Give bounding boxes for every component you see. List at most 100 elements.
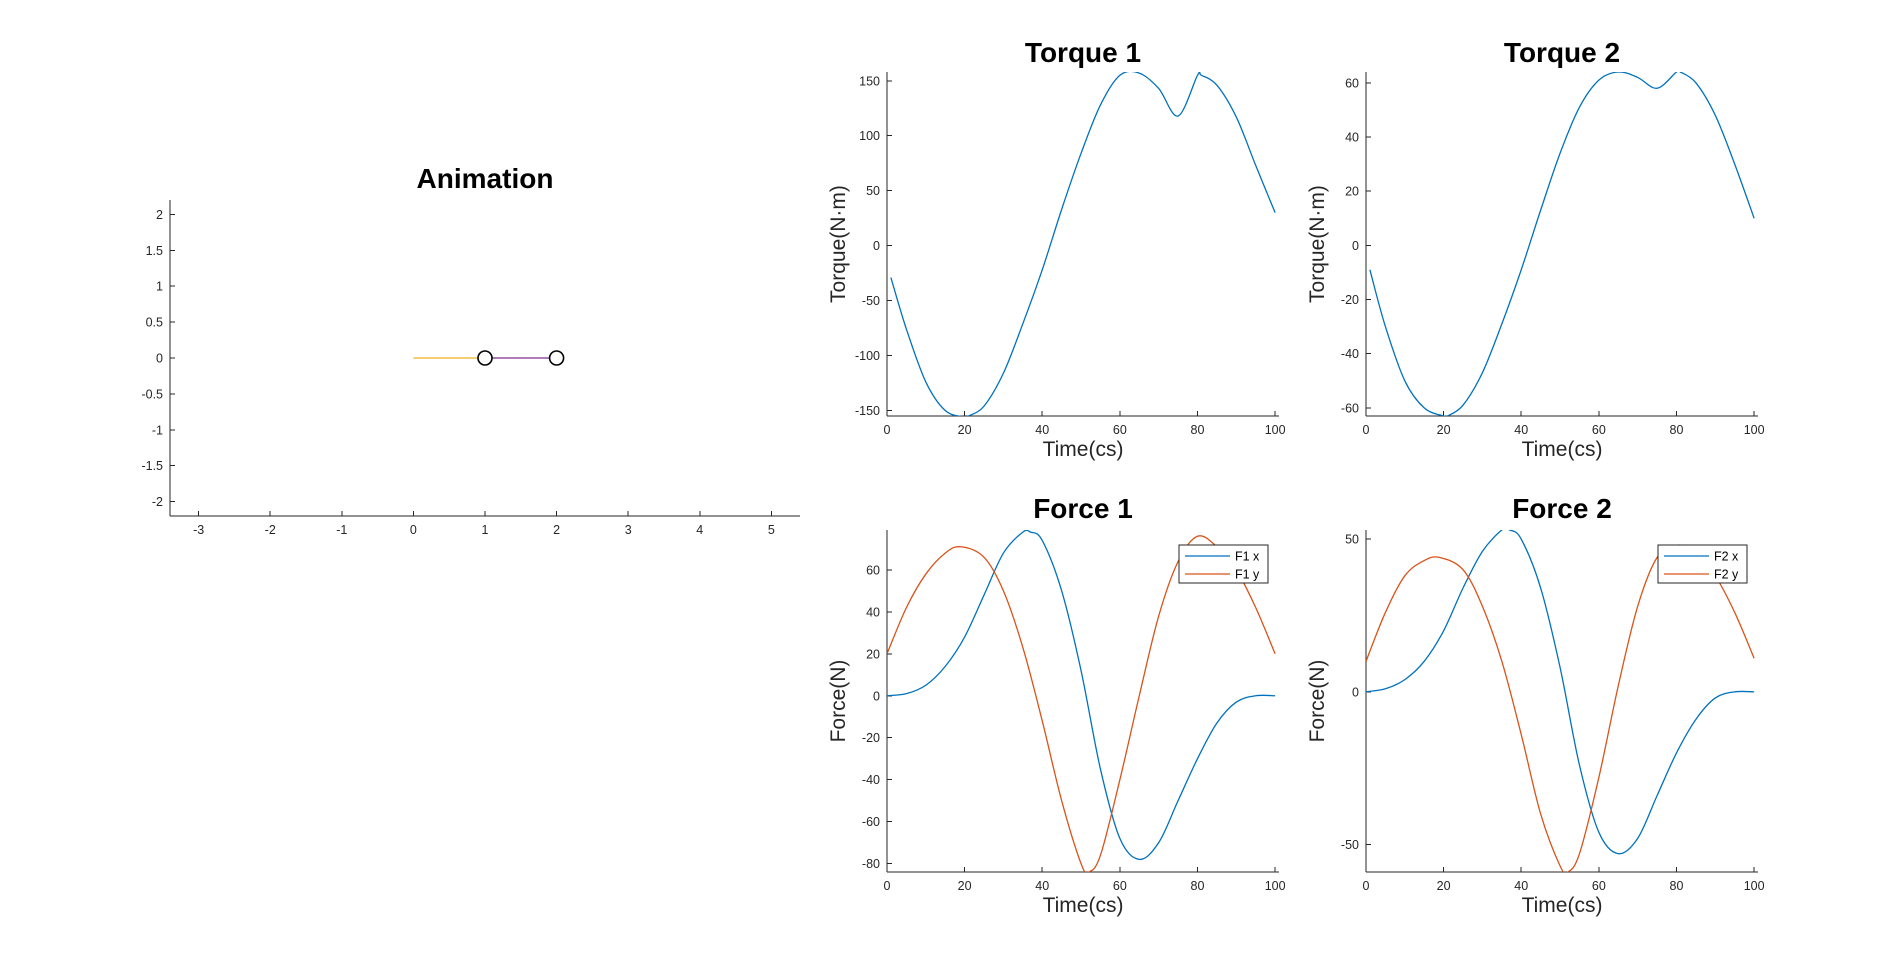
x-tick-label: 0 — [1363, 423, 1370, 437]
animation-axes: -3 -2 -1 0 1 2 3 4 5 -2 -1.5 -1 -0.5 0 0.5 1 1.5 2 Animati… — [141, 163, 800, 537]
y-axis-label: Force(N) — [827, 660, 850, 743]
y-tick-label: -1.5 — [141, 459, 163, 473]
series-line-f1-y — [887, 535, 1276, 872]
x-tick-label: 4 — [696, 523, 703, 537]
y-tick-label: -80 — [862, 857, 880, 871]
x-tick-label: 40 — [1514, 423, 1528, 437]
plot-area — [1369, 72, 1755, 416]
y-tick-label: 1.5 — [146, 244, 163, 258]
x-tick-label: 5 — [768, 523, 775, 537]
y-tick-label: -40 — [862, 773, 880, 787]
legend-box — [1178, 544, 1269, 584]
x-tick-label: 1 — [482, 523, 489, 537]
x-tick-label: 0 — [884, 423, 891, 437]
x-tick-label: 60 — [1113, 879, 1127, 893]
y-tick-label: 0 — [873, 689, 880, 703]
x-tick-label: 20 — [1437, 879, 1451, 893]
y-tick-label: 0 — [1352, 685, 1359, 699]
x-tick-label: -2 — [265, 523, 276, 537]
y-tick-label: 20 — [1345, 185, 1359, 199]
legend-label: F1 y — [1235, 568, 1260, 582]
x-tick-label: -1 — [336, 523, 347, 537]
y-tick-label: 0.5 — [146, 316, 163, 330]
chart-layer: -3 -2 -1 0 1 2 3 4 5 -2 -1.5 -1 -0.5 0 0.5 1 1.5 2 Animati… — [141, 37, 1764, 917]
legend-label: F2 y — [1714, 568, 1739, 582]
x-tick-label: 40 — [1035, 879, 1049, 893]
y-tick-label: -60 — [862, 815, 880, 829]
x-tick-label: 100 — [1744, 423, 1765, 437]
y-tick-label: 40 — [1345, 131, 1359, 145]
y-axis-label: Torque(N·m) — [827, 185, 850, 303]
y-tick-label: 0 — [1352, 239, 1359, 253]
plot-area — [890, 72, 1276, 416]
x-tick-label: 80 — [1670, 879, 1684, 893]
y-tick-label: 0 — [156, 352, 163, 366]
x-tick-label: 80 — [1670, 423, 1684, 437]
y-tick-label: 50 — [866, 184, 880, 198]
x-tick-label: 80 — [1191, 423, 1205, 437]
y-tick-label: -20 — [1341, 293, 1359, 307]
y-tick-label: -0.5 — [141, 387, 163, 401]
chart-title: Animation — [417, 163, 554, 194]
force1-axes: 0 20 40 60 80 100 -80 -60 -40 -20 0 20 40 60 Force 1 Ti… — [827, 493, 1286, 917]
chart-title: Torque 1 — [1025, 37, 1141, 68]
series-line-f2-x — [1366, 530, 1755, 855]
y-tick-label: -50 — [1341, 838, 1359, 852]
series-line-line-0 — [890, 72, 1276, 416]
y-axis-label: Force(N) — [1306, 660, 1329, 743]
x-axis-label: Time(cs) — [1522, 438, 1603, 461]
legend-box — [1657, 544, 1748, 584]
x-tick-label: 60 — [1592, 423, 1606, 437]
x-axis-label: Time(cs) — [1522, 894, 1603, 917]
chart-title: Force 2 — [1512, 493, 1612, 524]
plot-area — [887, 530, 1276, 872]
x-axis-label: Time(cs) — [1043, 894, 1124, 917]
x-tick-label: 3 — [625, 523, 632, 537]
x-tick-label: 20 — [958, 879, 972, 893]
series-line-f1-x — [887, 530, 1276, 861]
series-line-line-0 — [1369, 72, 1755, 416]
y-tick-label: -60 — [1341, 401, 1359, 415]
y-tick-label: 150 — [859, 74, 880, 88]
y-tick-label: 0 — [873, 239, 880, 253]
y-tick-label: -20 — [862, 731, 880, 745]
y-tick-label: -40 — [1341, 347, 1359, 361]
x-tick-label: 0 — [884, 879, 891, 893]
x-tick-label: 0 — [410, 523, 417, 537]
x-tick-label: 40 — [1514, 879, 1528, 893]
y-axis-label: Torque(N·m) — [1306, 185, 1329, 303]
y-tick-label: -50 — [862, 294, 880, 308]
x-tick-label: 60 — [1592, 879, 1606, 893]
x-tick-label: 100 — [1265, 879, 1286, 893]
x-tick-label: 20 — [958, 423, 972, 437]
y-tick-label: -150 — [855, 404, 880, 418]
x-tick-label: 2 — [553, 523, 560, 537]
y-tick-label: 20 — [866, 647, 880, 661]
y-tick-label: 2 — [156, 208, 163, 222]
y-tick-label: 50 — [1345, 533, 1359, 547]
y-tick-label: 1 — [156, 280, 163, 294]
x-tick-label: 100 — [1744, 879, 1765, 893]
legend-label: F1 x — [1235, 550, 1260, 564]
x-tick-label: 100 — [1265, 423, 1286, 437]
legend: F1 x F1 y — [1178, 544, 1269, 584]
torque2-axes: 0 20 40 60 80 100 -60 -40 -20 0 20 40 60 Torque 2 Time… — [1306, 37, 1765, 461]
torque1-axes: 0 20 40 60 80 100 -150 -100 -50 0 50 100 150 Torque 1… — [827, 37, 1286, 461]
y-tick-label: -100 — [855, 349, 880, 363]
y-tick-label: 60 — [1345, 76, 1359, 90]
force2-axes: 0 20 40 60 80 100 -50 0 50 Force 2 Time(cs) Force(N… — [1306, 493, 1765, 917]
y-tick-label: -1 — [152, 423, 163, 437]
joint-marker-2 — [548, 350, 565, 366]
legend-label: F2 x — [1714, 550, 1739, 564]
x-tick-label: 80 — [1191, 879, 1205, 893]
x-tick-label: 60 — [1113, 423, 1127, 437]
x-tick-label: 0 — [1363, 879, 1370, 893]
x-axis-label: Time(cs) — [1043, 438, 1124, 461]
x-tick-label: 40 — [1035, 423, 1049, 437]
y-tick-label: 40 — [866, 605, 880, 619]
y-tick-label: -2 — [152, 495, 163, 509]
chart-title: Torque 2 — [1504, 37, 1620, 68]
x-tick-label: -3 — [193, 523, 204, 537]
joint-marker-1 — [477, 350, 493, 366]
